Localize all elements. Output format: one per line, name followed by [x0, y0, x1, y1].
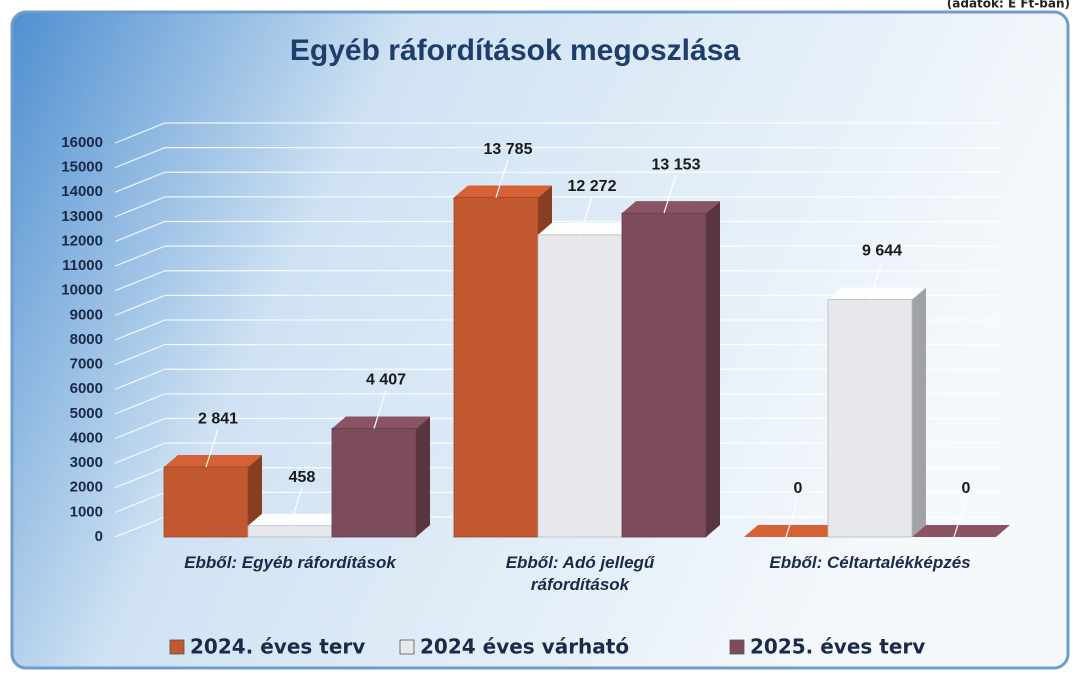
data-label: 0	[794, 480, 803, 497]
bar-face	[912, 525, 1010, 537]
legend-label: 2024. éves terv	[190, 635, 365, 659]
data-label: 4 407	[366, 372, 406, 389]
grid-line	[114, 442, 1000, 464]
leader-line	[785, 498, 799, 538]
y-tick-label: 6000	[70, 380, 103, 397]
bar-face	[622, 201, 720, 214]
bar-face	[331, 428, 417, 538]
y-tick-label: 2000	[70, 479, 103, 496]
y-tick-label: 14000	[61, 183, 103, 200]
y-tick-label: 0	[95, 528, 103, 545]
bar	[827, 287, 926, 538]
bar-face	[248, 513, 346, 526]
leader-line	[205, 428, 219, 468]
leader-line	[579, 196, 593, 235]
grid-line	[114, 319, 1000, 341]
y-tick-label: 15000	[61, 159, 103, 176]
bar-face	[827, 299, 913, 538]
leader-line	[663, 174, 677, 214]
data-label: 0	[962, 480, 971, 497]
grid-line	[114, 171, 1000, 193]
leader-line	[869, 261, 883, 300]
y-tick-label: 12000	[61, 232, 103, 249]
bar-face	[744, 525, 842, 537]
x-tick-label: Ebből: Adó jellegű ráfordítások	[505, 553, 655, 594]
y-tick-label: 9000	[70, 306, 103, 323]
grid-line	[114, 417, 1000, 440]
bar-face	[453, 197, 539, 538]
grid-line	[114, 393, 1000, 415]
grid-line	[114, 294, 1000, 316]
bar-face	[706, 201, 720, 538]
bar	[453, 185, 552, 538]
data-label: 2 841	[198, 410, 238, 427]
y-tick-label: 4000	[70, 429, 103, 446]
y-tick-label: 8000	[70, 331, 103, 348]
grid-line	[114, 368, 1000, 390]
data-label: 13 785	[484, 141, 533, 158]
grid-line	[114, 122, 1000, 144]
bar-face	[828, 287, 926, 300]
bar-face	[454, 185, 552, 198]
y-tick-label: 5000	[70, 405, 103, 422]
bar	[621, 201, 720, 538]
bar	[247, 513, 346, 538]
x-tick-label: Ebből: Egyéb ráfordítások	[184, 553, 396, 572]
x-tick-label: Ebből: Céltartalékképzés	[769, 553, 971, 572]
leader-line	[495, 159, 509, 198]
data-label: 13 153	[652, 156, 701, 173]
y-tick-label: 16000	[61, 134, 103, 151]
data-label: 12 272	[568, 178, 617, 195]
bar	[331, 416, 430, 538]
grid-line	[114, 270, 1000, 292]
grid-line	[114, 147, 1000, 169]
y-tick-label: 3000	[70, 454, 103, 471]
grid-line	[114, 220, 1000, 243]
bar	[537, 222, 636, 538]
grid-line	[114, 344, 1000, 366]
bar	[163, 455, 262, 538]
bar	[912, 525, 1010, 537]
grid-line	[114, 196, 1000, 218]
y-tick-label: 10000	[61, 282, 103, 299]
bar-face	[538, 222, 636, 235]
leader-line	[373, 390, 387, 429]
data-label: 9 644	[862, 243, 902, 260]
y-tick-label: 1000	[70, 503, 103, 520]
leader-line	[289, 487, 303, 526]
bar-face	[247, 525, 333, 538]
bar-face	[332, 416, 430, 429]
bar-face	[416, 416, 430, 537]
bar-face	[163, 466, 249, 538]
y-tick-label: 13000	[61, 208, 103, 225]
unit-note: (adatok: E Ft-ban)	[947, 0, 1070, 11]
chart-title: Egyéb ráfordítások megoszlása	[290, 34, 740, 67]
grid-line	[114, 245, 1000, 267]
bar-face	[537, 234, 623, 538]
bar-face	[912, 287, 926, 537]
y-tick-label: 11000	[62, 257, 103, 274]
legend-swatch	[729, 639, 745, 655]
legend-swatch	[399, 639, 415, 655]
legend-label: 2025. éves terv	[750, 635, 925, 659]
legend-label: 2024 éves várható	[420, 635, 629, 659]
bar	[744, 525, 842, 537]
y-tick-label: 7000	[70, 356, 103, 373]
bar-face	[164, 455, 262, 468]
legend-swatch	[169, 639, 185, 655]
bar-face	[621, 212, 707, 538]
leader-line	[953, 498, 967, 538]
bar-face	[248, 455, 262, 537]
data-label: 458	[289, 469, 316, 486]
